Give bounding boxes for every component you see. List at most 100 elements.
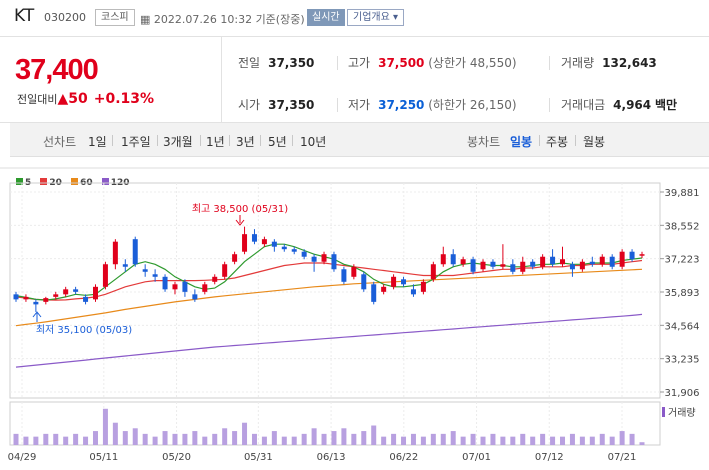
candle-body bbox=[192, 294, 198, 300]
candle-body bbox=[520, 261, 526, 272]
volume-bar bbox=[371, 425, 377, 445]
period-1d[interactable]: 1일 bbox=[88, 135, 107, 149]
volume-bar bbox=[331, 431, 337, 445]
candle-body bbox=[182, 281, 188, 292]
up-arrow-icon: ▲ bbox=[57, 91, 69, 107]
period-10y[interactable]: 10년 bbox=[300, 135, 327, 149]
volume-bar bbox=[351, 433, 357, 445]
volume-bar bbox=[13, 433, 19, 445]
candle-body bbox=[112, 241, 118, 265]
candle-body bbox=[63, 289, 69, 295]
candle-body bbox=[540, 256, 546, 267]
volume-bar bbox=[619, 431, 625, 445]
volume: 거래량 132,643 bbox=[561, 56, 657, 70]
candle-body bbox=[619, 251, 625, 267]
low-arrow-icon bbox=[32, 311, 42, 318]
candle-body bbox=[261, 239, 267, 245]
candle-body bbox=[351, 266, 357, 277]
volume-bar bbox=[102, 408, 108, 445]
candle-body bbox=[202, 284, 208, 292]
change-percent: +0.13% bbox=[93, 91, 155, 107]
candle-daily[interactable]: 일봉 bbox=[510, 135, 533, 149]
x-tick-label: 07/21 bbox=[608, 452, 637, 463]
volume-bar bbox=[92, 431, 98, 445]
volume-bar bbox=[142, 433, 148, 445]
legend-swatch-ma5 bbox=[16, 178, 23, 185]
x-tick-label: 05/11 bbox=[89, 452, 118, 463]
legend-swatch-ma60 bbox=[71, 178, 79, 185]
volume-bar bbox=[579, 436, 585, 445]
volume-bar bbox=[381, 436, 387, 445]
volume-bar bbox=[599, 433, 605, 445]
x-tick-label: 06/22 bbox=[389, 452, 418, 463]
candle-body bbox=[172, 284, 178, 290]
volume-bar bbox=[430, 433, 436, 445]
candle-body bbox=[569, 264, 575, 270]
company-overview-dropdown[interactable]: 기업개요 ▾ bbox=[347, 9, 405, 26]
volume-bar bbox=[33, 436, 39, 445]
ma20-line bbox=[15, 259, 643, 301]
x-tick-label: 05/31 bbox=[244, 452, 273, 463]
stock-header: KT 030200 코스피 ▦ 2022.07.26 10:32 기준(장중) … bbox=[0, 0, 709, 36]
candle-body bbox=[341, 269, 347, 282]
candle-body bbox=[53, 294, 59, 297]
realtime-button[interactable]: 실시간 bbox=[307, 9, 345, 26]
candle-body bbox=[550, 256, 556, 265]
low-price: 저가 37,250 (하한가 26,150) bbox=[348, 98, 517, 112]
period-1y[interactable]: 1년 bbox=[206, 135, 225, 149]
candle-body bbox=[132, 239, 138, 265]
period-3y[interactable]: 3년 bbox=[236, 135, 255, 149]
y-tick-label: 38,552 bbox=[665, 221, 700, 232]
volume-bar bbox=[391, 433, 397, 445]
open-price: 시가 37,350 bbox=[238, 98, 315, 112]
volume-bar bbox=[460, 436, 466, 445]
candle-body bbox=[242, 234, 248, 252]
candle-body bbox=[251, 234, 257, 242]
candle-body bbox=[152, 274, 158, 277]
volume-bar bbox=[321, 433, 327, 445]
candle-body bbox=[470, 259, 476, 272]
x-tick-label: 06/13 bbox=[317, 452, 346, 463]
x-tick-label: 05/20 bbox=[162, 452, 191, 463]
volume-bar bbox=[122, 431, 128, 445]
candle-monthly[interactable]: 월봉 bbox=[583, 135, 606, 149]
volume-bar bbox=[182, 433, 188, 445]
change-line: 전일대비▲50 +0.13% bbox=[17, 91, 154, 107]
candle-body bbox=[381, 286, 387, 292]
candle-body bbox=[301, 251, 307, 257]
volume-bar bbox=[520, 433, 526, 445]
volume-bar bbox=[530, 436, 536, 445]
candle-body bbox=[331, 254, 337, 270]
period-1w[interactable]: 1주일 bbox=[121, 135, 151, 149]
volume-bar bbox=[83, 436, 89, 445]
candle-weekly[interactable]: 주봉 bbox=[546, 135, 569, 149]
candle-body bbox=[212, 276, 218, 282]
candle-body bbox=[371, 284, 377, 302]
x-tick-label: 07/01 bbox=[462, 452, 491, 463]
volume-bar bbox=[202, 436, 208, 445]
volume-bar bbox=[401, 436, 407, 445]
change-value: ▲50 bbox=[57, 91, 88, 107]
candle-body bbox=[480, 261, 486, 270]
prev-close: 전일 37,350 bbox=[238, 56, 315, 70]
volume-bar bbox=[450, 431, 456, 445]
volume-bar bbox=[152, 436, 158, 445]
volume-legend-swatch bbox=[662, 407, 665, 417]
candle-body bbox=[162, 276, 168, 290]
candle-body bbox=[13, 294, 19, 300]
volume-bar bbox=[222, 428, 228, 445]
period-3m[interactable]: 3개월 bbox=[163, 135, 193, 149]
ma5-line bbox=[15, 243, 643, 301]
candle-body bbox=[232, 254, 238, 262]
trade-value: 거래대금 4,964 백만 bbox=[561, 98, 678, 112]
y-tick-label: 33,235 bbox=[665, 355, 700, 366]
y-tick-label: 39,881 bbox=[665, 188, 700, 199]
change-label: 전일대비 bbox=[17, 93, 58, 106]
candle-body bbox=[599, 256, 605, 265]
candle-body bbox=[311, 256, 317, 262]
volume-bar bbox=[510, 436, 516, 445]
high-arrow-icon bbox=[235, 219, 245, 226]
volume-bar bbox=[500, 436, 506, 445]
period-5y[interactable]: 5년 bbox=[268, 135, 287, 149]
